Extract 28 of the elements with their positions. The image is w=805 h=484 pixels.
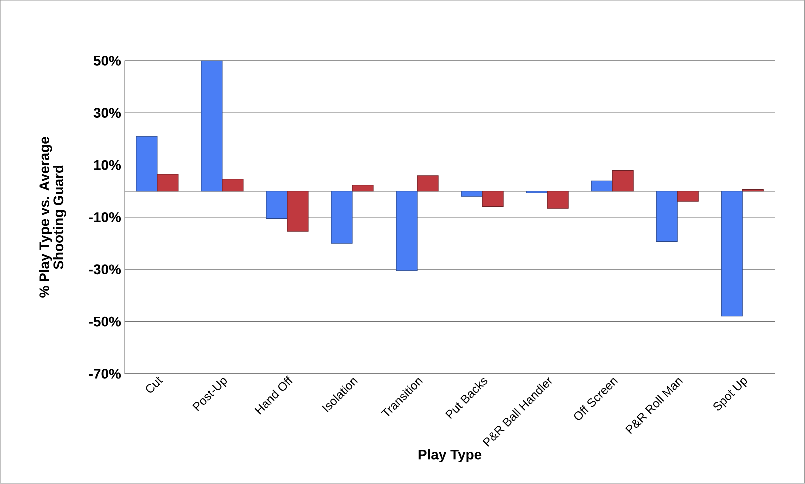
y-tick-label: -30%	[89, 264, 122, 275]
bar	[287, 191, 309, 232]
bar	[157, 174, 179, 192]
y-tick-label: -10%	[89, 212, 122, 222]
bar	[331, 191, 353, 244]
bar	[461, 191, 483, 197]
bar	[612, 170, 634, 192]
bar	[656, 191, 678, 242]
bar	[677, 191, 699, 202]
bar	[417, 176, 439, 192]
y-tick-label: 10%	[94, 160, 122, 170]
bar	[352, 185, 374, 192]
x-axis-title: Play Type	[418, 450, 482, 463]
bar	[396, 191, 418, 272]
bar	[266, 191, 288, 220]
y-tick-label: -50%	[89, 316, 122, 327]
y-tick-label: 50%	[94, 56, 122, 66]
bar	[547, 191, 569, 209]
y-tick-label: 30%	[94, 108, 122, 118]
bar	[482, 191, 504, 208]
bar	[201, 60, 223, 192]
y-axis-title: % Play Type vs. Average Shooting Guard	[39, 137, 66, 298]
bar	[591, 180, 613, 192]
x-tick-label: Cut	[146, 377, 164, 393]
bar	[136, 136, 158, 192]
bar	[222, 179, 244, 192]
y-tick-label: -70%	[89, 369, 122, 379]
bar	[721, 191, 743, 317]
